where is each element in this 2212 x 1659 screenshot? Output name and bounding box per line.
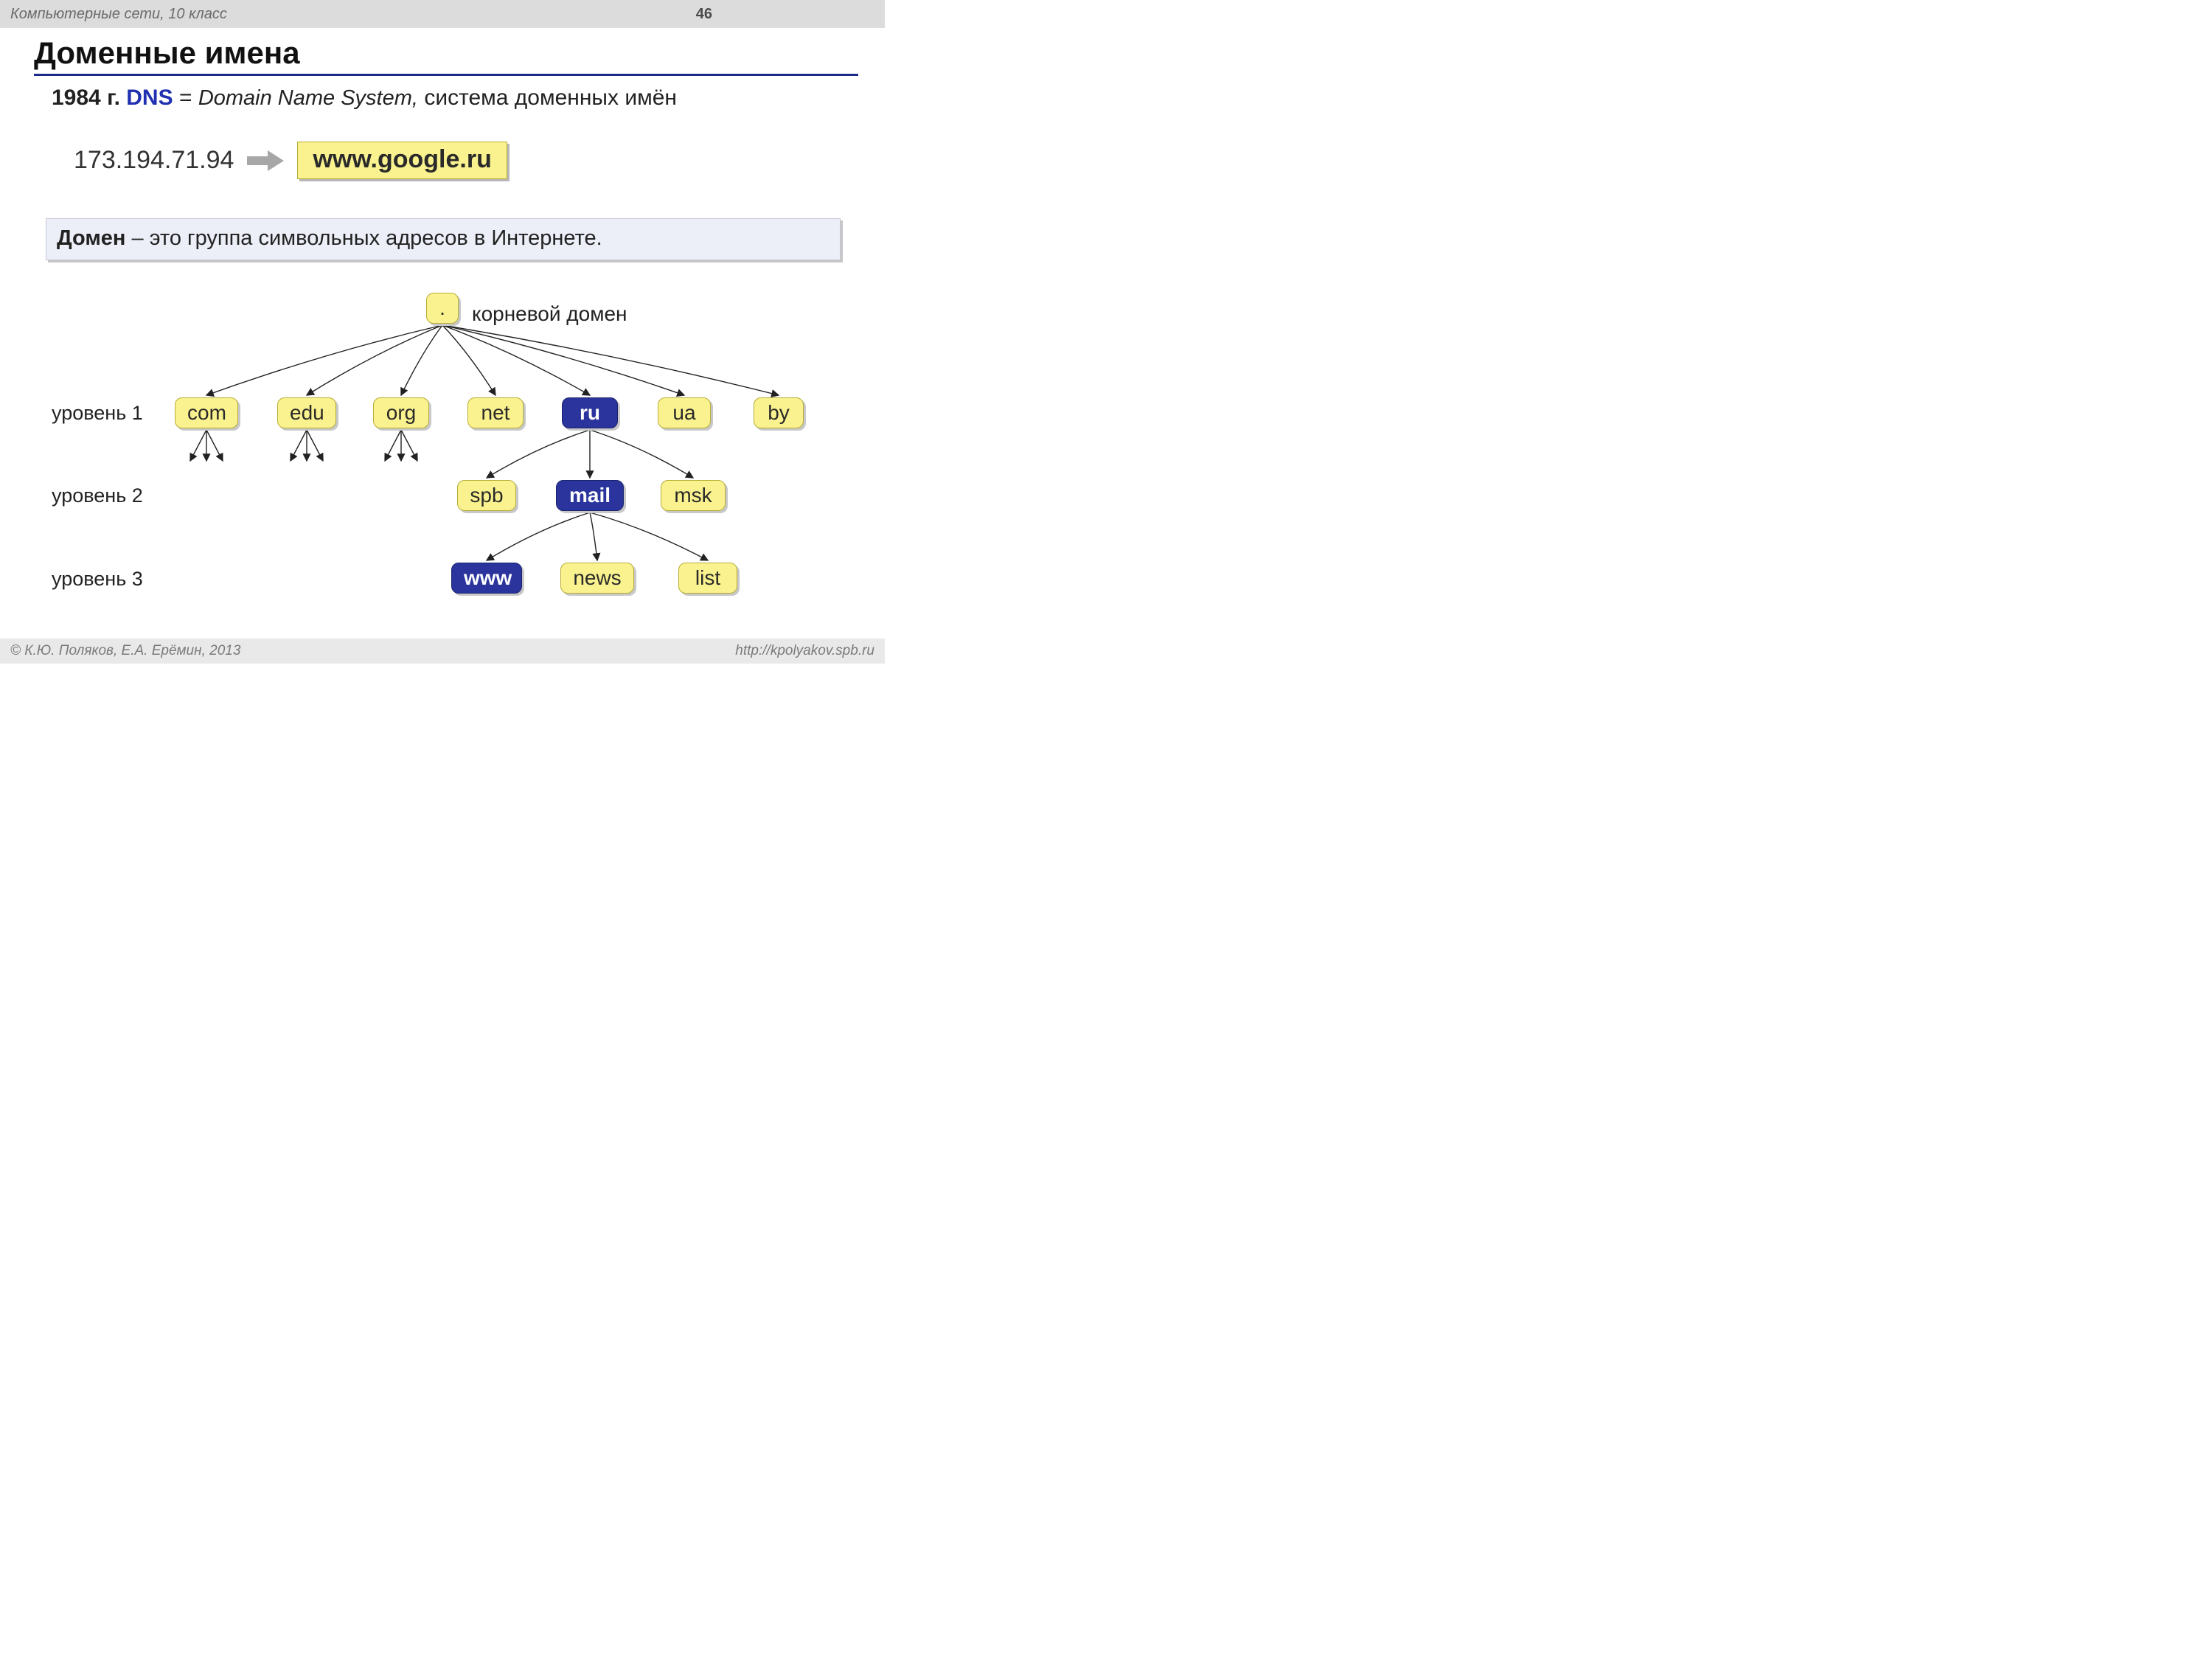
definition-text: – это группа символьных адресов в Интерн… bbox=[125, 226, 602, 250]
intro-ru-name: система доменных имён bbox=[424, 86, 677, 110]
title-underline bbox=[34, 74, 858, 76]
page-number: 46 bbox=[696, 6, 712, 23]
course-label: Компьютерные сети, 10 класс bbox=[10, 6, 696, 23]
tree-node-spb: spb bbox=[457, 480, 516, 511]
level-label: уровень 3 bbox=[52, 568, 143, 591]
dns-tree-diagram: корневой домен уровень 1 уровень 2 уровень… bbox=[0, 280, 885, 634]
domain-box: www.google.ru bbox=[297, 142, 507, 179]
tree-node-root: . bbox=[426, 293, 459, 324]
footer-url: http://kpolyakov.spb.ru bbox=[735, 643, 874, 659]
definition-term: Домен bbox=[57, 226, 125, 250]
tree-node-edu: edu bbox=[277, 397, 336, 428]
intro-year: 1984 г. bbox=[52, 86, 120, 110]
intro-line: 1984 г. DNS = Domain Name System, систем… bbox=[52, 86, 858, 111]
ip-address: 173.194.71.94 bbox=[74, 146, 234, 175]
tree-node-ua: ua bbox=[658, 397, 711, 428]
intro-en-name: Domain Name System, bbox=[198, 86, 418, 110]
tree-node-list: list bbox=[678, 563, 737, 594]
footer-bar: © К.Ю. Поляков, Е.А. Ерёмин, 2013 http:/… bbox=[0, 639, 885, 664]
tree-node-org: org bbox=[373, 397, 429, 428]
level-label: уровень 2 bbox=[52, 484, 143, 507]
arrow-icon bbox=[247, 150, 284, 171]
intro-dns: DNS bbox=[126, 86, 173, 110]
header-bar: Компьютерные сети, 10 класс 46 bbox=[0, 0, 885, 28]
tree-node-net: net bbox=[467, 397, 524, 428]
footer-copyright: © К.Ю. Поляков, Е.А. Ерёмин, 2013 bbox=[10, 643, 240, 659]
tree-node-news: news bbox=[560, 563, 634, 594]
root-domain-label: корневой домен bbox=[472, 302, 627, 326]
definition-box: Домен – это группа символьных адресов в … bbox=[46, 218, 841, 260]
level-label: уровень 1 bbox=[52, 402, 143, 425]
tree-node-ru: ru bbox=[562, 397, 618, 428]
page-title: Доменные имена bbox=[34, 35, 300, 71]
tree-node-www: www bbox=[451, 563, 522, 594]
ip-to-domain-row: 173.194.71.94 www.google.ru bbox=[74, 142, 507, 179]
intro-eq: = bbox=[179, 86, 192, 110]
tree-node-com: com bbox=[175, 397, 238, 428]
tree-node-mail: mail bbox=[556, 480, 624, 511]
tree-node-msk: msk bbox=[661, 480, 726, 511]
tree-node-by: by bbox=[754, 397, 804, 428]
